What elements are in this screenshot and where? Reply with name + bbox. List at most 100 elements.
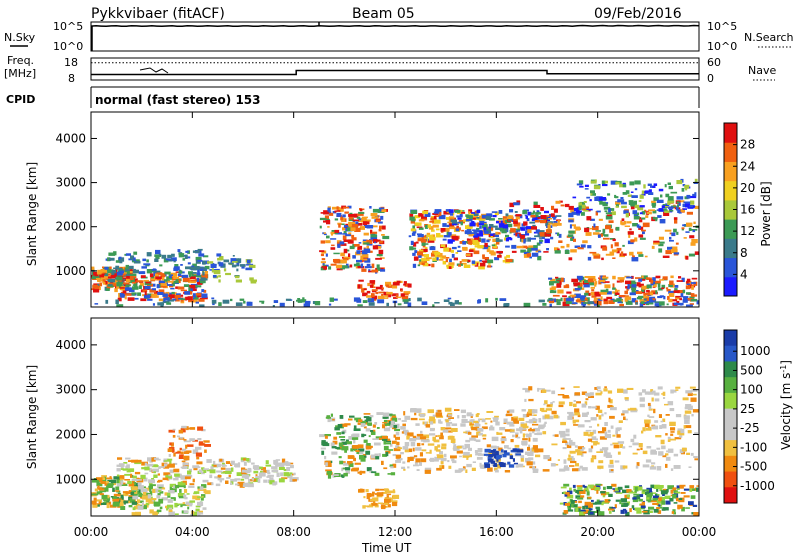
velocity-cell-694 <box>354 417 362 421</box>
velocity-cell-1255 <box>690 397 697 402</box>
velocity-cell-1590 <box>601 503 604 506</box>
velocity-cell-1201 <box>483 453 489 456</box>
nsky-series-line <box>90 24 700 51</box>
power-cell-1433 <box>534 214 539 218</box>
power-cell-645 <box>343 231 347 234</box>
velocity-cell-1540 <box>563 437 567 440</box>
velocity-cell-938 <box>433 439 440 443</box>
velocity-cell-1451 <box>610 469 614 472</box>
velocity-cell-1303 <box>565 428 570 433</box>
velocity-cell-1076 <box>490 420 493 423</box>
velocity-cell-1789 <box>589 486 594 489</box>
power-cell-1131 <box>418 255 422 258</box>
velocity-cell-1608 <box>572 484 576 488</box>
power-cell-483 <box>198 253 205 257</box>
nsearch-label: N.Search <box>744 31 794 44</box>
power-cell-1977 <box>659 279 664 281</box>
power-cell-1196 <box>500 220 503 224</box>
power-cell-936 <box>468 233 476 237</box>
power-cell-1136 <box>467 259 471 263</box>
power-cell-1046 <box>424 212 431 217</box>
velocity-cell-1036 <box>448 465 452 469</box>
velocity-cell-1555 <box>683 415 690 420</box>
velocity-cell-331 <box>225 467 233 471</box>
power-cell-1879 <box>569 294 576 297</box>
velocity-cell-319 <box>137 482 142 485</box>
nsearch-tick-bottom: 10^0 <box>707 40 737 53</box>
power-cell-1954 <box>549 287 556 290</box>
x-axis-label: Time UT <box>361 541 412 554</box>
velocity-cell-1515 <box>619 444 623 448</box>
power-cell-731 <box>336 206 339 210</box>
power-cell-1309 <box>605 215 613 220</box>
velocity-cell-1465 <box>687 430 692 434</box>
power-cell-104 <box>94 274 99 278</box>
velocity-cell-565 <box>182 448 187 452</box>
velocity-cell-92 <box>110 479 117 484</box>
power-cell-1256 <box>533 217 540 220</box>
velocity-cell-1592 <box>584 486 589 490</box>
velocity-cell-1264 <box>574 408 580 413</box>
velocity-cell-1098 <box>496 431 499 435</box>
power-cell-1820 <box>691 277 698 280</box>
velocity-cell-55 <box>119 475 125 480</box>
power-cell-1216 <box>492 215 497 218</box>
velocity-cell-1790 <box>672 494 677 499</box>
velocity-cell-1739 <box>626 489 632 493</box>
velocity-cell-582 <box>185 444 188 449</box>
power-cell-984 <box>502 216 509 221</box>
power-cell-593 <box>324 233 327 236</box>
velocity-cell-959 <box>413 437 420 440</box>
velocity-cell-518 <box>197 496 204 499</box>
power-cell-1973 <box>618 295 626 297</box>
velocity-cell-139 <box>120 494 124 499</box>
velocity-cell-949 <box>511 416 518 421</box>
power-cell-1806 <box>579 278 582 283</box>
velocity-cell-996 <box>427 443 435 446</box>
power-cell-685 <box>372 245 379 250</box>
power-cell-159 <box>102 279 106 282</box>
power-cell-494 <box>231 264 237 268</box>
velocity-cell-930 <box>410 408 417 413</box>
power-cell-332 <box>127 297 135 301</box>
velocity-cell-1609 <box>672 509 676 512</box>
power-cell-342 <box>182 277 190 282</box>
velocity-cell-1517 <box>623 416 626 420</box>
nave-tick-top: 60 <box>707 56 721 69</box>
velocity-cell-533 <box>192 439 198 442</box>
velocity-cell-104 <box>117 499 121 504</box>
velocity-cell-1142 <box>429 458 435 461</box>
velocity-cell-629 <box>365 428 371 432</box>
power-cell-906 <box>444 257 450 259</box>
power-cell-1816 <box>674 288 678 292</box>
power-cell-1800 <box>549 281 554 286</box>
power-cell-982 <box>497 254 502 258</box>
velocity-cell-108 <box>129 499 136 503</box>
velocity-cell-1136 <box>506 410 510 414</box>
power-cell-1182 <box>505 213 509 217</box>
power-cell-1147 <box>410 228 416 232</box>
velocity-cell-1138 <box>471 426 477 431</box>
power-cell-1937 <box>652 277 656 282</box>
velocity-cell-1734 <box>595 483 602 486</box>
velocity-cell-315 <box>265 464 272 467</box>
power-cell-1308 <box>645 215 649 218</box>
power-cell-2068 <box>538 299 545 303</box>
power-cell-1983 <box>668 298 673 303</box>
velocity-cell-1030 <box>395 431 400 436</box>
velocity-cell-1069 <box>491 436 499 442</box>
power-cell-1685 <box>647 183 652 186</box>
velocity-cell-850 <box>487 467 493 472</box>
power-cell-146 <box>119 267 123 273</box>
power-cell-1692 <box>638 200 642 202</box>
power-cell-1200 <box>526 218 530 222</box>
power-cell-996 <box>478 239 481 242</box>
power-cell-2062 <box>690 298 698 302</box>
power-cell-764 <box>360 255 364 260</box>
velocity-cell-738 <box>335 447 341 450</box>
power-cell-60 <box>124 282 130 286</box>
velocity-cell-913 <box>524 457 531 463</box>
power-cell-2051 <box>243 300 246 304</box>
velocity-cell-999 <box>481 418 486 423</box>
